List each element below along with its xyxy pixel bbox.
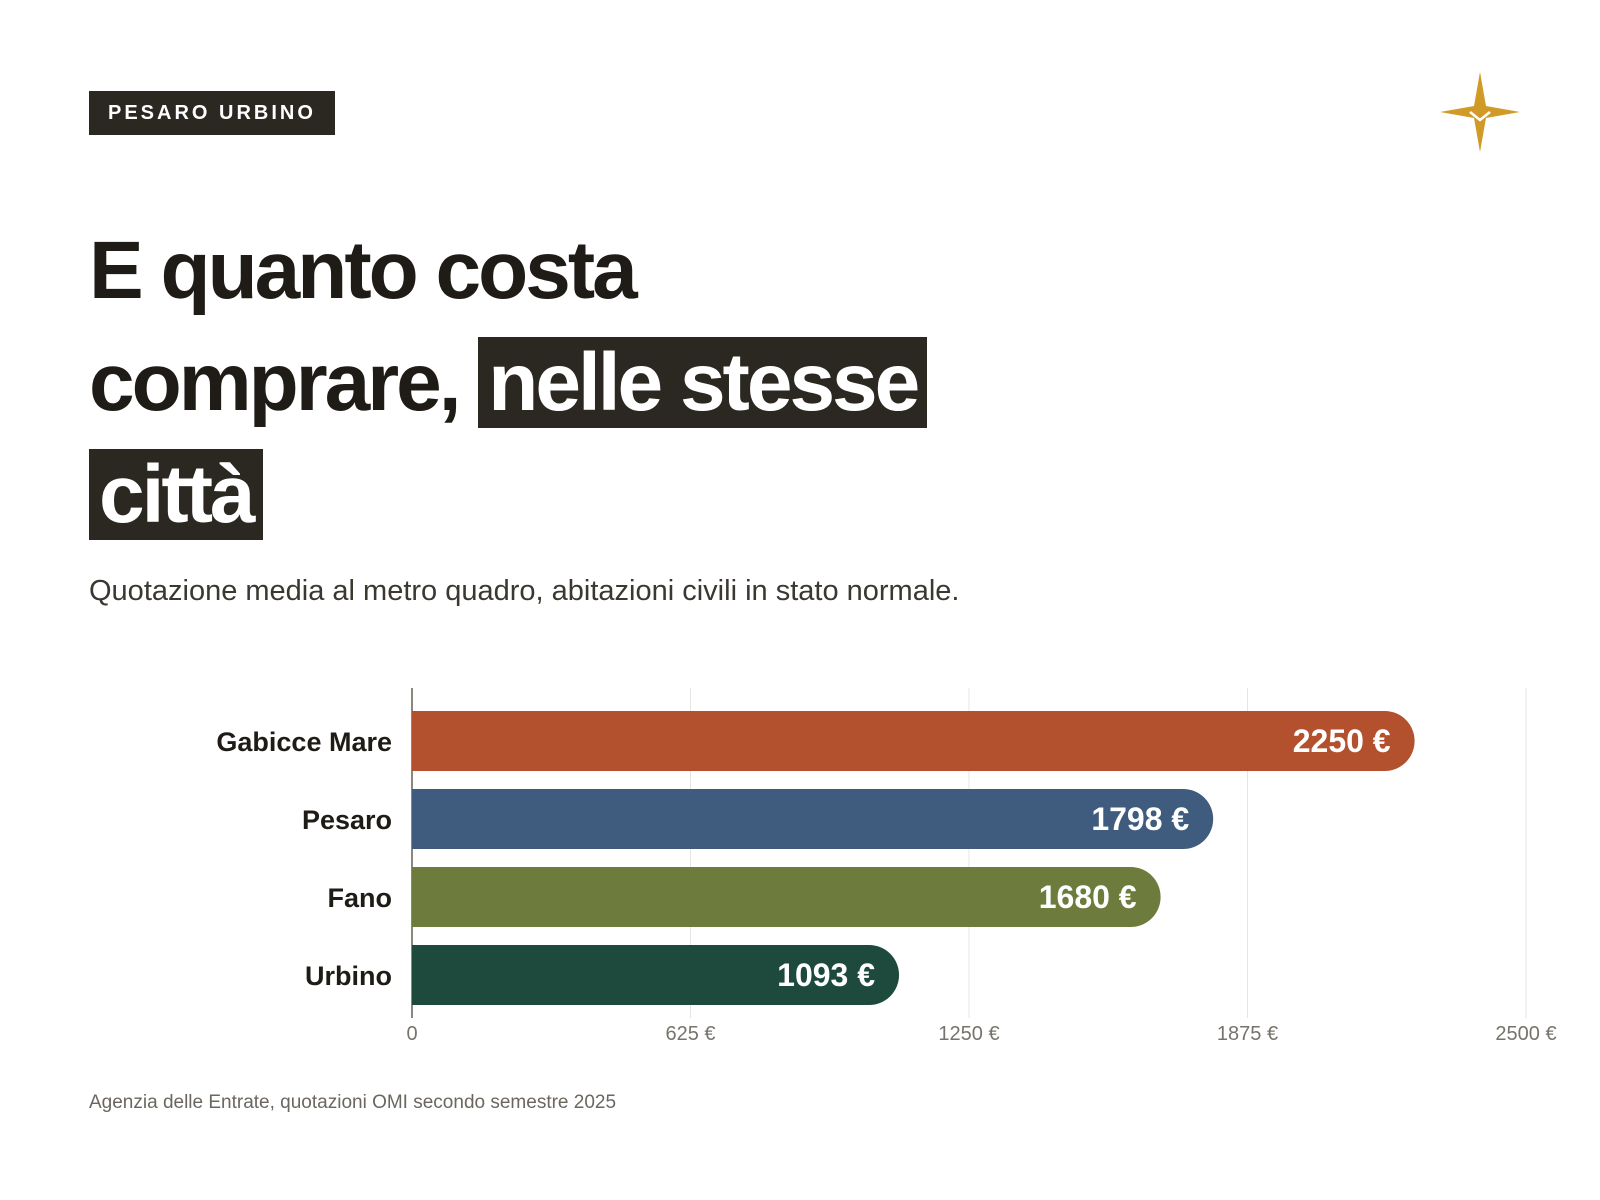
bar (412, 711, 1415, 771)
category-label: Urbino (305, 961, 392, 991)
category-label: Gabicce Mare (216, 727, 392, 757)
data-label: 2250 € (1293, 723, 1391, 759)
x-tick-label: 625 € (665, 1023, 715, 1045)
x-tick-label: 2500 € (1495, 1023, 1556, 1045)
data-label: 1680 € (1039, 879, 1137, 915)
x-tick-label: 1250 € (938, 1023, 999, 1045)
x-tick-label: 1875 € (1217, 1023, 1278, 1045)
page-title: E quanto costa comprare, nelle stesse ci… (89, 215, 989, 551)
bar (412, 789, 1214, 849)
category-label: Fano (328, 883, 393, 913)
bar (412, 867, 1161, 927)
category-label: Pesaro (302, 805, 392, 835)
bar (412, 945, 900, 1005)
bar-base (412, 711, 442, 771)
region-tag: PESARO URBINO (89, 91, 335, 135)
title-part: E quanto costa comprare, (89, 225, 638, 428)
source-note: Agenzia delle Entrate, quotazioni OMI se… (89, 1092, 617, 1113)
compass-star-icon (1440, 72, 1520, 152)
bar-base (412, 945, 442, 1005)
data-label: 1798 € (1091, 801, 1189, 837)
bar-base (412, 789, 442, 849)
chart-subtitle: Quotazione media al metro quadro, abitaz… (89, 575, 960, 607)
bar-base (412, 867, 442, 927)
data-label: 1093 € (777, 957, 875, 993)
x-tick-label: 0 (406, 1023, 417, 1045)
